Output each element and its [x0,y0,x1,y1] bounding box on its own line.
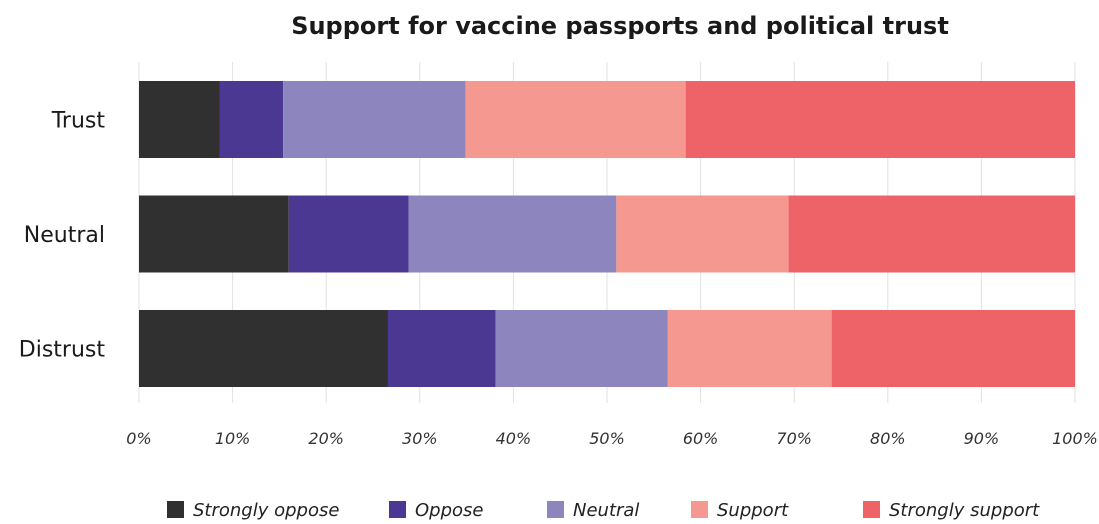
legend-label: Strongly support [889,500,1040,521]
x-tick-label: 50% [589,429,625,448]
x-tick-label: 90% [964,429,1000,448]
bar-segment [831,310,1075,387]
legend-label: Strongly oppose [193,500,339,521]
x-tick-label: 80% [870,429,906,448]
legend-swatch [547,501,564,518]
bar-segment [219,81,284,158]
x-tick-label: 40% [496,429,532,448]
x-tick-label: 10% [215,429,251,448]
bar-segment [495,310,668,387]
category-label: Trust [51,109,106,134]
bar-segment [139,81,220,158]
legend-swatch [691,501,708,518]
x-tick-label: 60% [683,429,719,448]
bar-segment [283,81,466,158]
x-tick-label: 20% [308,429,344,448]
chart-title: Support for vaccine passports and politi… [291,12,949,40]
bar-segment [667,310,832,387]
legend-label: Support [717,500,789,521]
bar-segment [408,195,617,273]
bars [139,81,1075,387]
category-labels: Trust Neutral Distrust [19,109,106,363]
category-label: Neutral [24,223,105,248]
bar-segment [139,195,289,273]
bar-segment [387,310,496,387]
bar-segment [788,195,1075,273]
legend-label: Neutral [573,500,639,521]
legend: Strongly oppose Oppose Neutral Support Stron… [167,500,1040,521]
legend-swatch [863,501,880,518]
legend-swatch [167,501,184,518]
x-tick-label: 0% [126,429,151,448]
x-tick-label: 100% [1052,429,1098,448]
bar-segment [288,195,409,273]
bar-segment [465,81,686,158]
bar-segment [685,81,1075,158]
category-label: Distrust [19,338,106,363]
bar-segment [139,310,388,387]
x-tick-label: 30% [402,429,438,448]
legend-swatch [389,501,406,518]
legend-label: Oppose [415,500,483,521]
bar-segment [616,195,789,273]
x-axis-tick-labels: 0% 10% 20% 30% 40% 50% 60% 70% 80% 90% 100% [126,429,1098,448]
x-tick-label: 70% [776,429,812,448]
